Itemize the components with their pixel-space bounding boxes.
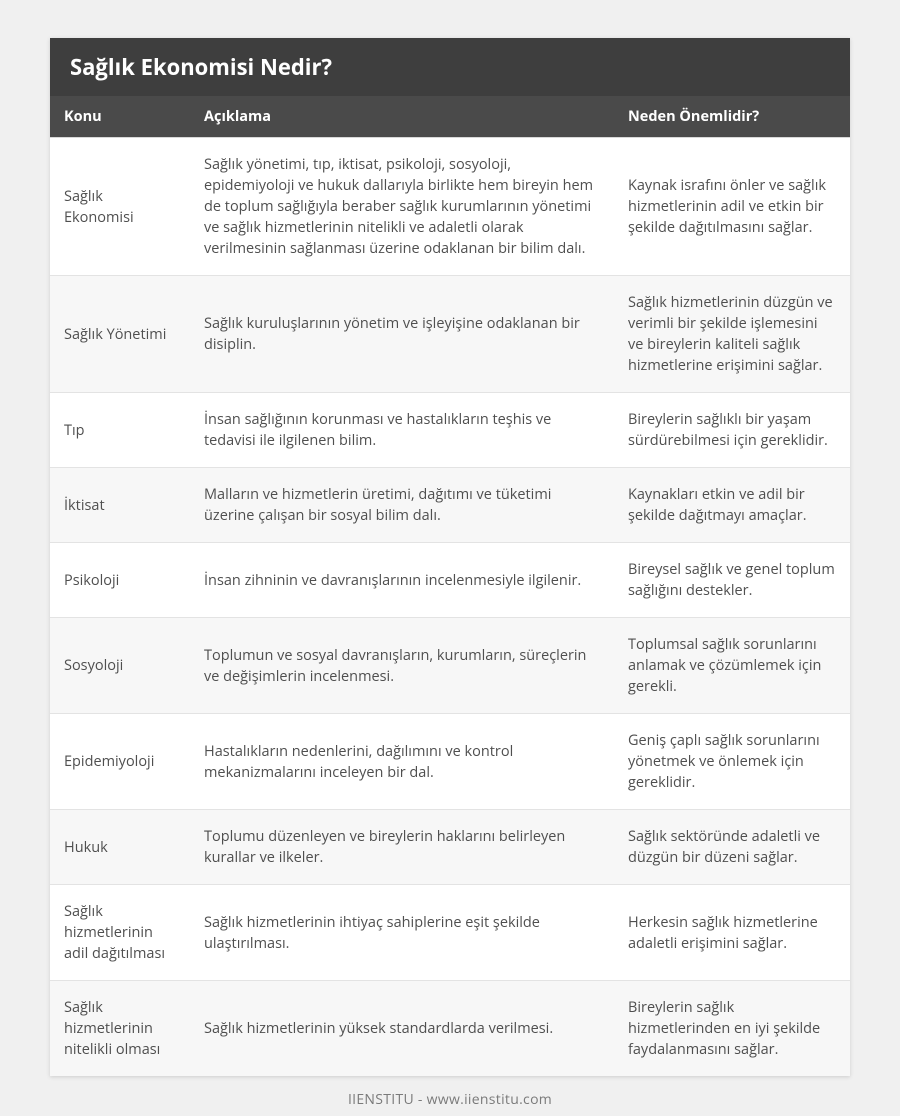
content-table: Konu Açıklama Neden Önemlidir? Sağlık Ek…: [50, 96, 850, 1076]
cell-why: Bireylerin sağlık hizmetlerinden en iyi …: [614, 981, 850, 1077]
cell-topic: Epidemiyoloji: [50, 714, 190, 810]
table-row: Epidemiyoloji Hastalıkların nedenlerini,…: [50, 714, 850, 810]
cell-why: Bireylerin sağlıklı bir yaşam sürdürebil…: [614, 393, 850, 468]
table-row: Sağlık hizmetlerinin nitelikli olması Sa…: [50, 981, 850, 1077]
cell-topic: İktisat: [50, 468, 190, 543]
cell-desc: Sağlık hizmetlerinin yüksek standardlard…: [190, 981, 614, 1077]
table-row: Psikoloji İnsan zihninin ve davranışları…: [50, 543, 850, 618]
cell-desc: İnsan zihninin ve davranışlarının incele…: [190, 543, 614, 618]
cell-desc: Sağlık yönetimi, tıp, iktisat, psikoloji…: [190, 138, 614, 276]
cell-why: Bireysel sağlık ve genel toplum sağlığın…: [614, 543, 850, 618]
cell-topic: Sağlık hizmetlerinin adil dağıtılması: [50, 885, 190, 981]
cell-why: Herkesin sağlık hizmetlerine adaletli er…: [614, 885, 850, 981]
cell-topic: Tıp: [50, 393, 190, 468]
cell-desc: Sağlık kuruluşlarının yönetim ve işleyiş…: [190, 276, 614, 393]
footer-text: IIENSTITU - www.iienstitu.com: [50, 1076, 850, 1109]
table-row: İktisat Malların ve hizmetlerin üretimi,…: [50, 468, 850, 543]
table-card: Sağlık Ekonomisi Nedir? Konu Açıklama Ne…: [50, 38, 850, 1076]
column-header-desc: Açıklama: [190, 96, 614, 138]
cell-desc: İnsan sağlığının korunması ve hastalıkla…: [190, 393, 614, 468]
page-title: Sağlık Ekonomisi Nedir?: [50, 38, 850, 96]
table-row: Sağlık Ekonomisi Sağlık yönetimi, tıp, i…: [50, 138, 850, 276]
cell-desc: Malların ve hizmetlerin üretimi, dağıtım…: [190, 468, 614, 543]
table-row: Sosyoloji Toplumun ve sosyal davranışlar…: [50, 618, 850, 714]
cell-desc: Sağlık hizmetlerinin ihtiyaç sahiplerine…: [190, 885, 614, 981]
cell-why: Kaynakları etkin ve adil bir şekilde dağ…: [614, 468, 850, 543]
cell-topic: Psikoloji: [50, 543, 190, 618]
table-header-row: Konu Açıklama Neden Önemlidir?: [50, 96, 850, 138]
cell-topic: Sağlık Ekonomisi: [50, 138, 190, 276]
table-row: Tıp İnsan sağlığının korunması ve hastal…: [50, 393, 850, 468]
cell-why: Toplumsal sağlık sorunlarını anlamak ve …: [614, 618, 850, 714]
table-row: Sağlık Yönetimi Sağlık kuruluşlarının yö…: [50, 276, 850, 393]
cell-desc: Toplumu düzenleyen ve bireylerin hakları…: [190, 810, 614, 885]
cell-topic: Hukuk: [50, 810, 190, 885]
cell-topic: Sosyoloji: [50, 618, 190, 714]
cell-why: Kaynak israfını önler ve sağlık hizmetle…: [614, 138, 850, 276]
table-row: Hukuk Toplumu düzenleyen ve bireylerin h…: [50, 810, 850, 885]
cell-why: Geniş çaplı sağlık sorunlarını yönetmek …: [614, 714, 850, 810]
cell-desc: Toplumun ve sosyal davranışların, kuruml…: [190, 618, 614, 714]
cell-topic: Sağlık hizmetlerinin nitelikli olması: [50, 981, 190, 1077]
table-row: Sağlık hizmetlerinin adil dağıtılması Sa…: [50, 885, 850, 981]
cell-why: Sağlık sektöründe adaletli ve düzgün bir…: [614, 810, 850, 885]
column-header-why: Neden Önemlidir?: [614, 96, 850, 138]
cell-why: Sağlık hizmetlerinin düzgün ve verimli b…: [614, 276, 850, 393]
cell-topic: Sağlık Yönetimi: [50, 276, 190, 393]
cell-desc: Hastalıkların nedenlerini, dağılımını ve…: [190, 714, 614, 810]
column-header-topic: Konu: [50, 96, 190, 138]
table-body: Sağlık Ekonomisi Sağlık yönetimi, tıp, i…: [50, 138, 850, 1077]
